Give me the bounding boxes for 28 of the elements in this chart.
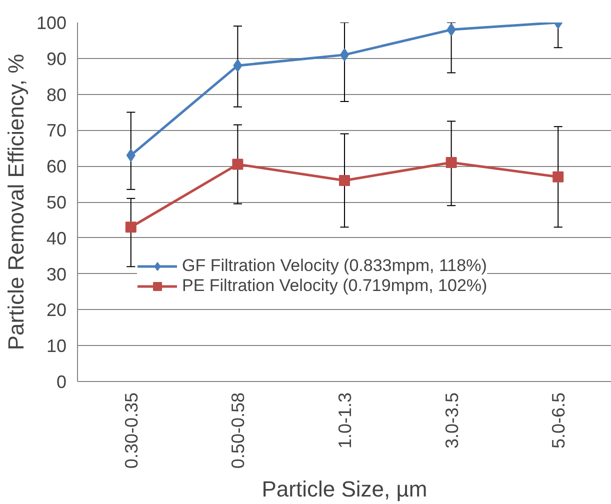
y-tick-label: 80 bbox=[46, 84, 67, 105]
y-tick-label: 60 bbox=[46, 156, 67, 177]
y-tick-label: 50 bbox=[46, 192, 67, 212]
point bbox=[446, 23, 456, 36]
point bbox=[126, 148, 136, 162]
x-tick-label: 1.0-1.3 bbox=[335, 392, 355, 449]
legend-label: GF Filtration Velocity (0.833mpm, 118%) bbox=[182, 256, 487, 276]
y-tick-label: 20 bbox=[46, 300, 67, 320]
x-tick-label: 0.50-0.58 bbox=[228, 392, 248, 469]
y-tick-label: 90 bbox=[46, 48, 67, 69]
point bbox=[233, 59, 242, 72]
point bbox=[552, 171, 564, 182]
y-tick-label: 40 bbox=[46, 228, 67, 248]
x-tick-label: 0.30-0.35 bbox=[121, 392, 142, 469]
x-axis-title: Particle Size, µm bbox=[262, 476, 428, 502]
y-tick-label: 10 bbox=[46, 336, 67, 356]
y-axis-title: Particle Removal Efficiency, % bbox=[3, 54, 28, 350]
y-tick-label: 0 bbox=[56, 372, 67, 392]
point bbox=[232, 158, 244, 170]
y-tick-label: 30 bbox=[46, 264, 67, 284]
legend-label: PE Filtration Velocity (0.719mpm, 102%) bbox=[182, 276, 488, 296]
y-tick-label: 100 bbox=[36, 13, 67, 33]
point bbox=[339, 174, 350, 186]
x-tick-label: 5.0-6.5 bbox=[548, 392, 569, 449]
x-tick-label: 3.0-3.5 bbox=[442, 392, 462, 449]
point bbox=[125, 222, 136, 233]
point bbox=[446, 157, 457, 168]
y-tick-label: 70 bbox=[46, 120, 67, 141]
